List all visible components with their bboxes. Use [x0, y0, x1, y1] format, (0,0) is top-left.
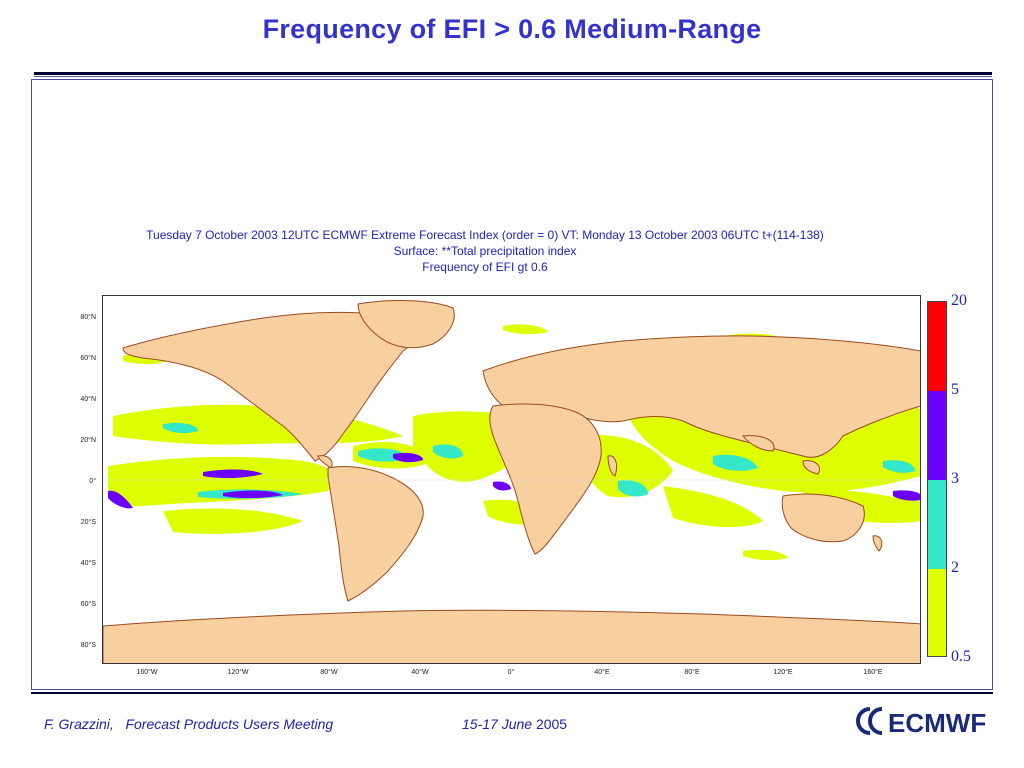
ecmwf-logo: ECMWF	[856, 707, 986, 738]
lon-label: 0°	[507, 669, 515, 676]
lat-label: 40°N	[80, 396, 96, 403]
lat-label: 0°	[89, 478, 96, 485]
lat-label: 60°N	[80, 355, 96, 362]
title-divider	[34, 72, 992, 75]
footer-dates-text: 15-17 June	[462, 716, 533, 732]
lat-label: 80°S	[80, 642, 96, 649]
lon-label: 120°E	[773, 669, 793, 676]
legend-label: 2	[951, 559, 959, 576]
footer-author: F. Grazzini, Forecast Products Users Mee…	[44, 716, 333, 732]
plot-header-line3: Frequency of EFI gt 0.6	[422, 260, 548, 274]
legend-label: 0.5	[951, 648, 971, 665]
legend-band	[928, 302, 946, 391]
lon-label: 40°W	[411, 669, 429, 676]
legend-label: 20	[951, 292, 967, 309]
color-legend	[927, 301, 947, 657]
world-map	[102, 295, 921, 664]
slide-title: Frequency of EFI > 0.6 Medium-Range	[262, 14, 762, 44]
lon-label: 80°E	[684, 669, 700, 676]
footer-author-name: F. Grazzini,	[44, 716, 114, 732]
legend-label: 3	[951, 470, 959, 487]
legend-band	[928, 391, 946, 480]
legend-band	[928, 480, 946, 569]
legend-band	[928, 569, 946, 656]
title-divider-thin	[34, 76, 992, 77]
figure-frame	[31, 79, 993, 690]
lon-label: 120°W	[227, 669, 249, 676]
footer-year: 2005	[535, 716, 568, 732]
lon-label: 40°E	[594, 669, 610, 676]
lat-label: 60°S	[80, 601, 96, 608]
lon-label: 160°W	[136, 669, 158, 676]
land-masses	[103, 300, 920, 663]
lon-label: 160°E	[863, 669, 883, 676]
plot-header-line1: Tuesday 7 October 2003 12UTC ECMWF Extre…	[146, 228, 824, 242]
footer-event: Forecast Products Users Meeting	[125, 716, 334, 732]
logo-text: ECMWF	[888, 708, 986, 738]
lat-label: 80°N	[80, 314, 96, 321]
plot-header-line2: Surface: **Total precipitation index	[393, 244, 577, 258]
footer-dates: 15-17 June 2005	[462, 716, 567, 732]
precip-purple-areas	[108, 452, 920, 509]
bottom-divider	[31, 692, 993, 694]
legend-label: 5	[951, 381, 959, 398]
lat-label: 40°S	[80, 560, 96, 567]
lat-label: 20°N	[80, 437, 96, 444]
lat-label: 20°S	[80, 519, 96, 526]
lon-label: 80°W	[320, 669, 338, 676]
